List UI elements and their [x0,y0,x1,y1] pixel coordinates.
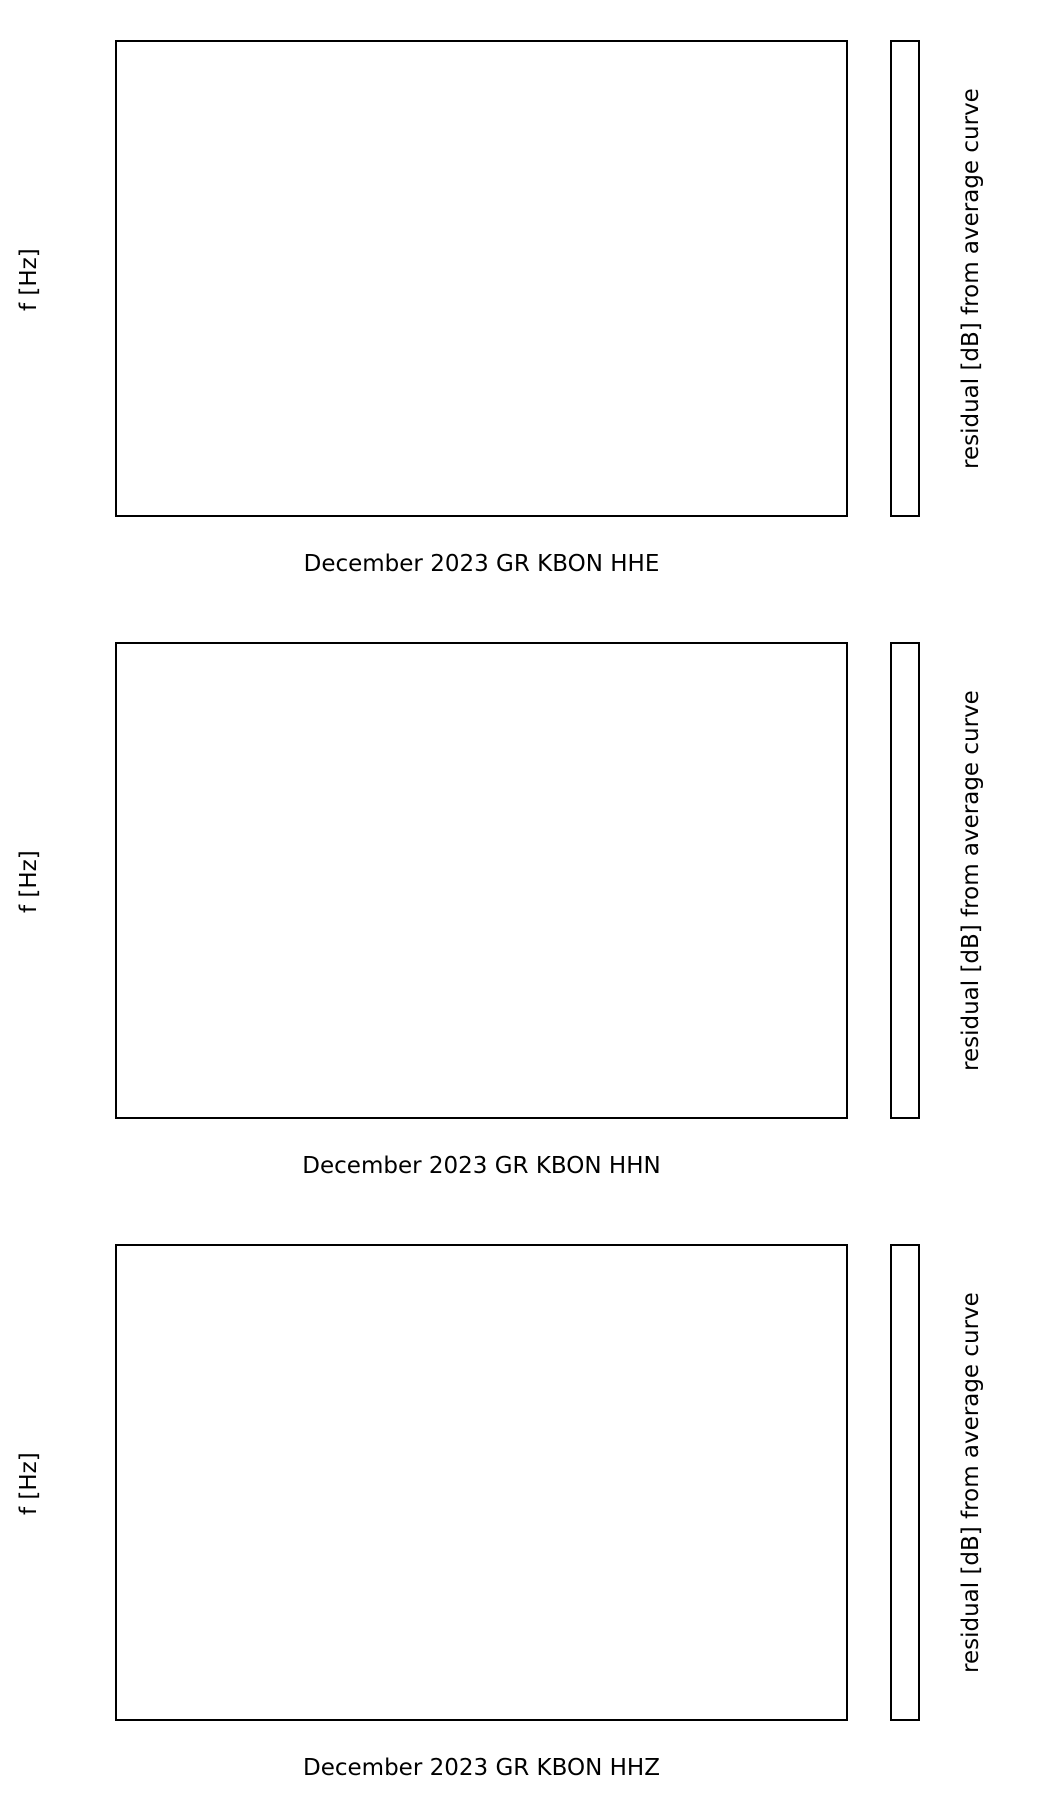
y-axis-label: f [Hz] [16,850,42,914]
spectrogram-heatmap [117,644,846,1117]
curve-overlay [117,42,846,515]
y-axis-label: f [Hz] [16,1452,42,1516]
colorbar-label: residual [dB] from average curve [958,1292,984,1673]
colorbar-label: residual [dB] from average curve [958,690,984,1071]
x-axis-label: December 2023 GR KBON HHN [302,1153,661,1179]
spectrogram-heatmap [117,42,846,515]
spectrogram-heatmap [117,1246,846,1719]
x-axis-label: December 2023 GR KBON HHE [303,551,660,577]
panel-hhz: f [Hz] December 2023 GR KBON HHZ residua… [0,1204,1052,1806]
curve-overlay [117,644,846,1117]
colorbar [892,1246,918,1719]
x-axis-label: December 2023 GR KBON HHZ [303,1755,660,1781]
colorbar [892,644,918,1117]
panel-hhe: f [Hz] December 2023 GR KBON HHE residua… [0,0,1052,602]
curve-overlay [117,1246,846,1719]
panel-hhn: f [Hz] December 2023 GR KBON HHN residua… [0,602,1052,1204]
colorbar-label: residual [dB] from average curve [958,88,984,469]
y-axis-label: f [Hz] [16,248,42,312]
colorbar [892,42,918,515]
